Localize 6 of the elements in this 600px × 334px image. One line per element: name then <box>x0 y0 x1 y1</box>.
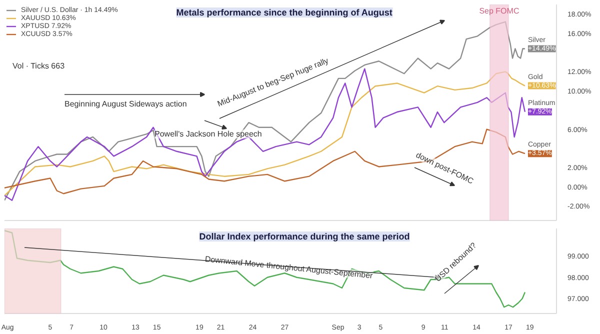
chart-title: Dollar Index performance during the same period <box>199 232 410 242</box>
annotation: Vol · Ticks 663 <box>12 62 66 70</box>
band-label: Sep FOMC <box>479 6 520 16</box>
chart-title: Metals performance since the beginning of August <box>176 8 392 18</box>
annotation: Powell's Jackson Hole speech <box>154 130 262 138</box>
annotation: Beginning August Sideways action <box>64 100 187 108</box>
